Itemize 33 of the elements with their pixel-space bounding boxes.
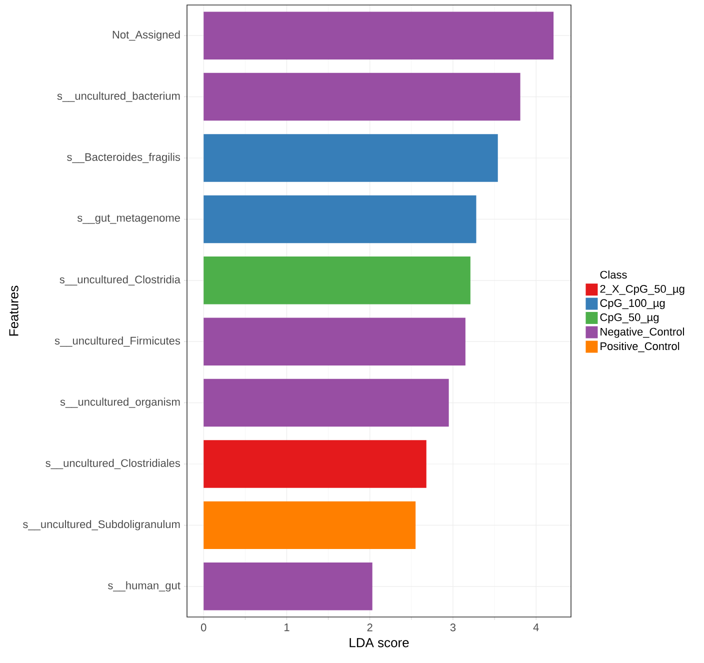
bar [204,195,476,244]
y-tick-label: s__uncultured_Clostridia [60,275,180,286]
legend-label: Negative_Control [600,328,684,338]
bar [204,501,416,550]
y-tick-label: s__uncultured_Firmicutes [54,336,180,347]
x-tick-label: 3 [450,624,456,632]
bar [204,318,466,366]
bar [204,378,449,427]
y-tick-label: s__gut_metagenome [77,214,180,224]
x-tick-label: 1 [284,624,290,632]
x-axis-title: LDA score [350,638,409,648]
x-tick-label: 2 [367,624,372,632]
y-tick-label: Not_Assigned [112,30,180,41]
bar [204,134,498,182]
bar [204,12,554,60]
y-tick-label: s__uncultured_bacterium [57,92,180,102]
bar [204,562,372,610]
x-tick-label: 4 [533,624,539,632]
legend-label: 2_X_CpG_50_µg [600,285,684,295]
y-axis-title: Features [9,286,18,336]
legend-title: Class [600,270,627,279]
y-tick-label: s__human_gut [108,581,180,592]
legend-label: Positive_Control [600,342,680,352]
bar [204,256,470,304]
bar [204,72,520,121]
bar [204,440,426,488]
y-tick-label: s__uncultured_Clostridiales [46,458,180,470]
legend-label: CpG_50_µg [600,313,659,324]
y-tick-label: s__uncultured_organism [60,398,180,408]
y-tick-label: s__Bacteroides_fragilis [67,152,180,164]
y-tick-label: s__uncultured_Subdoligranulum [23,520,180,530]
x-tick-label: 0 [200,624,206,632]
legend-label: CpG_100_µg [600,299,665,310]
